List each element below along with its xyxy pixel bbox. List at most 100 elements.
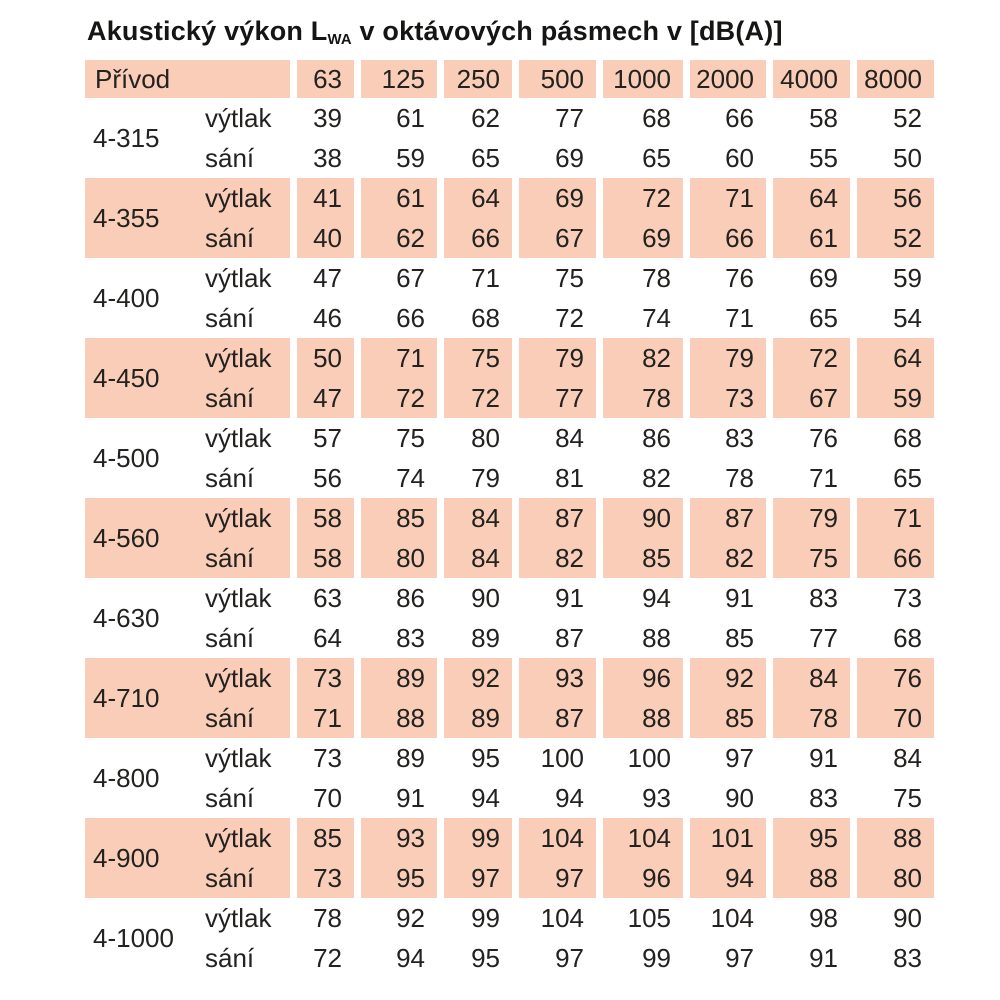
value-cell: 73 [290,658,354,698]
value-cell: 56 [290,458,354,498]
row-type-label-suction: sání [205,698,290,738]
value-cell: 57 [290,418,354,458]
value-cell: 88 [596,618,683,658]
value-cell: 97 [512,938,596,978]
value-cell: 96 [596,858,683,898]
size-group-4-450: 4-450 výtlak 50 71 75 79 82 79 72 64 sání 47 72 72 77 7… [85,338,934,418]
header-frequency-250: 250 [437,60,512,98]
value-cell: 72 [354,378,437,418]
title-suffix: v oktávových pásmech v [dB(A)] [351,16,783,46]
value-cell: 91 [766,938,850,978]
row-type-label-suction: sání [205,622,255,653]
value-cell: 71 [766,458,850,498]
value-cell: 88 [354,698,437,738]
value-cell: 96 [596,658,683,698]
value-cell: 91 [766,738,850,778]
size-group-4-315: 4-315 výtlak 39 61 62 77 68 66 58 52 sání 38 59 65 69 6… [85,98,934,178]
value-cell: 72 [437,378,512,418]
value-cell: 56 [850,178,934,218]
value-cell: 85 [683,618,766,658]
value-cell: 104 [512,818,596,858]
row-type-label-suction: sání [205,218,290,258]
row-group-label: 4-710 [85,658,205,738]
value-cell: 94 [437,778,512,818]
value-cell: 104 [512,898,596,938]
row-type-label-discharge: výtlak [205,818,290,858]
value-cell: 52 [850,98,934,138]
acoustic-power-table: Přívod 63 125 250 500 1000 2000 4000 800… [85,60,934,978]
header-frequency-500: 500 [512,60,596,98]
value-cell: 41 [290,178,354,218]
size-group-4-630: 4-630 výtlak 63 86 90 91 94 91 83 73 sání 64 83 89 87 8… [85,578,934,658]
value-cell: 99 [596,938,683,978]
value-cell: 61 [766,218,850,258]
table-header-row: Přívod 63 125 250 500 1000 2000 4000 800… [85,60,934,98]
value-cell: 99 [437,898,512,938]
value-cell: 69 [512,138,596,178]
row-group-label: 4-800 [93,762,160,793]
value-cell: 77 [766,618,850,658]
value-cell: 85 [596,538,683,578]
value-cell: 71 [683,298,766,338]
size-group-4-400: 4-400 výtlak 47 67 71 75 78 76 69 59 sání 46 66 68 72 7… [85,258,934,338]
value-cell: 75 [512,258,596,298]
value-cell: 72 [596,178,683,218]
size-group-4-560: 4-560 výtlak 58 85 84 87 90 87 79 71 sání 58 80 84 82 8… [85,498,934,578]
value-cell: 78 [596,258,683,298]
value-cell: 58 [290,498,354,538]
value-cell: 97 [437,858,512,898]
value-cell: 90 [437,578,512,618]
row-type-label-suction: sání [205,858,290,898]
header-frequency-63: 63 [290,60,354,98]
value-cell: 73 [290,738,354,778]
value-cell: 94 [683,858,766,898]
value-cell: 85 [354,498,437,538]
value-cell: 104 [596,818,683,858]
value-cell: 97 [683,738,766,778]
value-cell: 94 [596,578,683,618]
value-cell: 78 [683,458,766,498]
value-cell: 71 [290,698,354,738]
header-frequency-1000: 1000 [596,60,683,98]
size-group-4-355: 4-355 výtlak 41 61 64 69 72 71 64 56 sání 40 62 66 67 6… [85,178,934,258]
value-cell: 66 [683,218,766,258]
value-cell: 47 [290,258,354,298]
row-group-label: 4-355 [85,178,205,258]
value-cell: 71 [437,258,512,298]
value-cell: 82 [683,538,766,578]
value-cell: 64 [437,178,512,218]
value-cell: 90 [683,778,766,818]
value-cell: 83 [683,418,766,458]
value-cell: 95 [437,938,512,978]
row-group-label: 4-400 [93,282,160,313]
value-cell: 95 [766,818,850,858]
value-cell: 100 [596,738,683,778]
value-cell: 38 [290,138,354,178]
value-cell: 91 [683,578,766,618]
value-cell: 84 [766,658,850,698]
value-cell: 86 [354,578,437,618]
value-cell: 63 [290,578,354,618]
row-group-label: 4-900 [85,818,205,898]
title-subscript: WA [327,32,352,49]
value-cell: 92 [437,658,512,698]
value-cell: 83 [850,938,934,978]
value-cell: 74 [354,458,437,498]
row-type-label-discharge: výtlak [205,102,272,133]
value-cell: 76 [766,418,850,458]
value-cell: 97 [683,938,766,978]
value-cell: 66 [354,298,437,338]
value-cell: 79 [512,338,596,378]
value-cell: 89 [354,658,437,698]
value-cell: 79 [437,458,512,498]
row-type-label-discharge: výtlak [205,178,290,218]
value-cell: 87 [512,698,596,738]
value-cell: 87 [512,498,596,538]
value-cell: 47 [290,378,354,418]
value-cell: 88 [766,858,850,898]
value-cell: 95 [437,738,512,778]
value-cell: 83 [354,618,437,658]
value-cell: 77 [512,98,596,138]
value-cell: 90 [850,898,934,938]
